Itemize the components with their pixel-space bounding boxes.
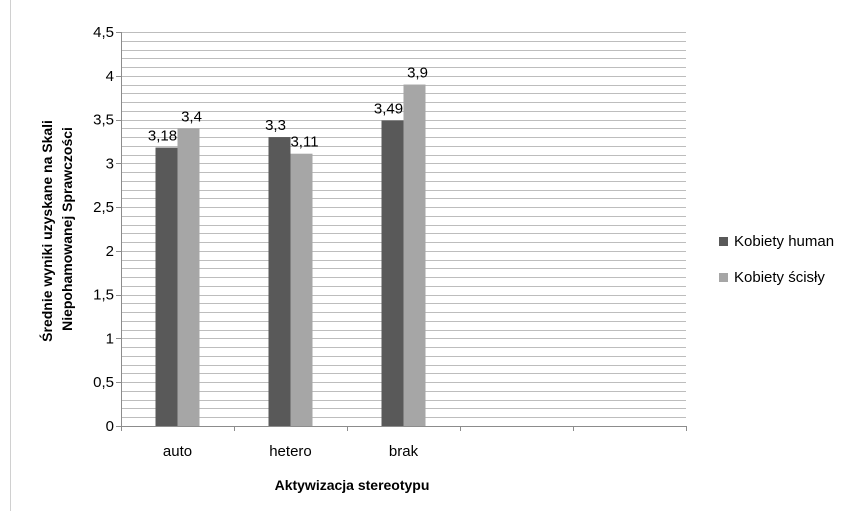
legend-label: Kobiety human (734, 233, 834, 250)
legend-swatch (719, 237, 728, 246)
y-tick-label: 2 (106, 243, 114, 260)
y-axis-title: Średnie wyniki uzyskane na Skali Niepoha… (38, 116, 75, 342)
data-label: 3,4 (181, 108, 202, 125)
y-tick-label: 1,5 (93, 287, 114, 304)
y-tick-label: 0,5 (93, 374, 114, 391)
legend-swatch (719, 273, 728, 282)
y-tick-label: 0 (106, 418, 114, 435)
x-tick-label: hetero (269, 443, 312, 460)
axes (116, 32, 687, 431)
y-tick-labels: 0 0,5 1 1,5 2 2,5 3 3,5 4 4,5 (93, 24, 114, 435)
bar (381, 120, 404, 426)
y-tick-label: 4 (106, 68, 114, 85)
bar (268, 137, 291, 427)
legend-label: Kobiety ścisły (734, 269, 825, 286)
y-tick-label: 4,5 (93, 24, 114, 41)
x-tick-labels: auto hetero brak (163, 443, 419, 460)
y-tick-label: 2,5 (93, 199, 114, 216)
y-axis-title-line-2: Niepohamowanej Sprawczości (59, 127, 75, 331)
bar (177, 128, 200, 427)
x-tick-label: auto (163, 443, 192, 460)
bar (290, 153, 313, 427)
data-label: 3,9 (407, 65, 428, 82)
data-label: 3,11 (290, 134, 318, 151)
x-tick-label: brak (389, 443, 419, 460)
y-tick-label: 3,5 (93, 112, 114, 129)
data-label: 3,3 (265, 117, 286, 134)
data-label: 3,18 (148, 128, 177, 145)
y-tick-label: 3 (106, 155, 114, 172)
y-tick-label: 1 (106, 330, 114, 347)
frame-border-line (10, 0, 11, 511)
y-axis-title-line-1: Średnie wyniki uzyskane na Skali (38, 120, 55, 342)
bar (155, 147, 178, 426)
data-label: 3,49 (374, 100, 403, 117)
bar (403, 84, 426, 427)
legend: Kobiety human Kobiety ścisły (719, 233, 834, 286)
data-labels: 3,183,4 3,33,11 3,49 3,9 (148, 65, 428, 151)
bars (155, 84, 426, 427)
x-axis-title: Aktywizacja stereotypu (275, 477, 430, 493)
